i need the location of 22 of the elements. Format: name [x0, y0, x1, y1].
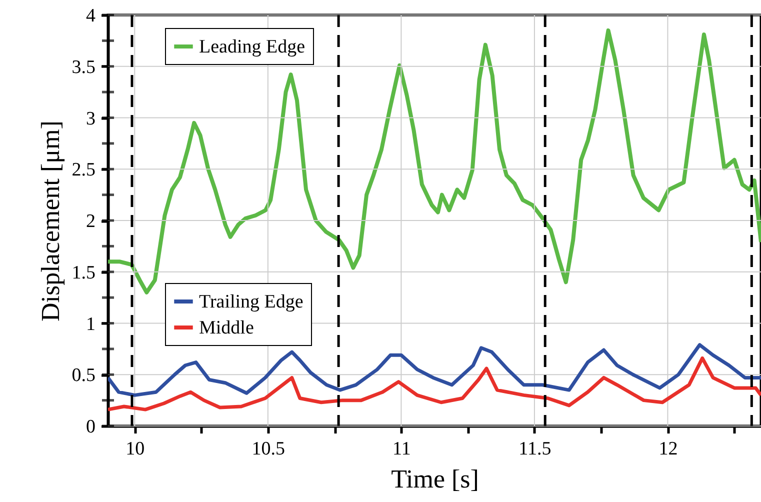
x-tick-label: 12	[658, 438, 678, 460]
line-series	[108, 356, 761, 412]
legend-label: Middle	[199, 318, 254, 338]
x-tick-label: 10.5	[252, 438, 286, 460]
y-tick-label: 4	[86, 6, 96, 26]
line-series	[108, 28, 761, 294]
y-tick-label: 2	[86, 211, 96, 232]
x-tick-label: 11	[392, 438, 411, 460]
y-tick-label: 1.5	[72, 262, 96, 284]
x-tick-label: 11.5	[518, 438, 552, 460]
legend-label: Leading Edge	[199, 36, 306, 58]
y-tick-label: 3.5	[72, 56, 96, 78]
y-axis-title: Displacement [μm]	[36, 120, 65, 322]
x-tick-label: 10	[126, 438, 145, 460]
y-tick-label: 0	[86, 416, 96, 438]
y-tick-label: 0.5	[72, 365, 96, 386]
legend-label: Trailing Edge	[199, 292, 304, 312]
x-axis-title: Time [s]	[391, 464, 479, 494]
line-series	[108, 343, 761, 397]
y-tick-label: 2.5	[72, 160, 96, 181]
y-tick-label: 3	[86, 108, 96, 130]
y-tick-label: 1	[86, 314, 96, 335]
